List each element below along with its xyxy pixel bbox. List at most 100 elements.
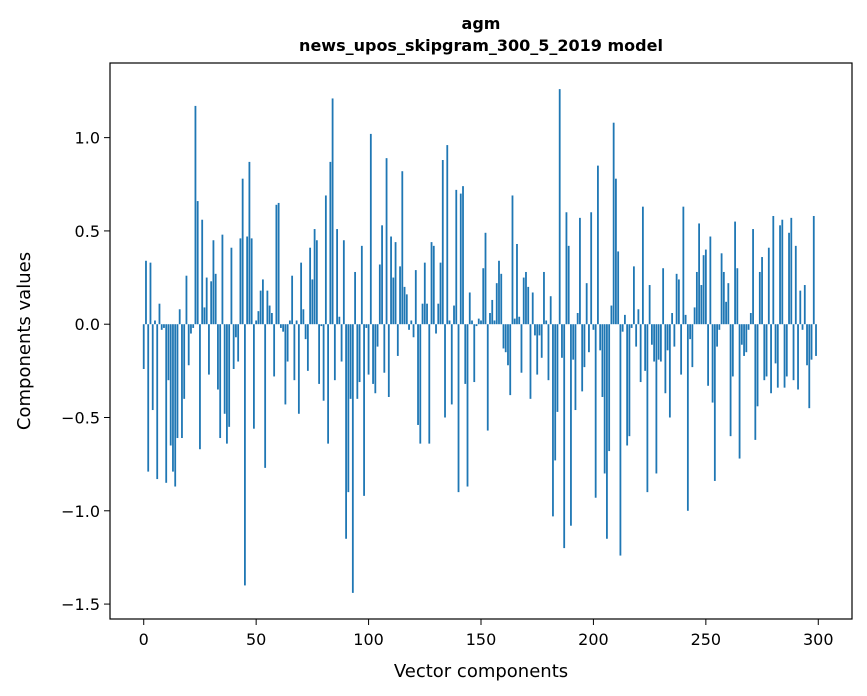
bar-component-90 — [345, 324, 347, 539]
bar-component-141 — [459, 193, 462, 325]
bar-component-209 — [612, 122, 615, 325]
bar-component-93 — [351, 324, 354, 593]
bar-component-82 — [327, 324, 329, 444]
bar-component-162 — [507, 324, 509, 366]
bar-component-32 — [214, 273, 217, 325]
bar-component-51 — [257, 311, 260, 325]
bar-component-133 — [441, 160, 444, 325]
bar-component-223 — [644, 324, 647, 371]
bar-component-255 — [716, 324, 718, 347]
bar-component-150 — [480, 320, 482, 325]
bar-component-67 — [293, 324, 296, 381]
bar-component-161 — [504, 324, 507, 353]
bar-component-125 — [423, 262, 426, 325]
bar-component-5 — [154, 320, 156, 325]
bar-component-164 — [511, 195, 514, 325]
bar-component-254 — [713, 324, 716, 481]
bar-component-98 — [363, 324, 365, 496]
bar-component-79 — [320, 324, 323, 327]
bar-component-64 — [286, 324, 289, 362]
bar-component-65 — [288, 320, 291, 325]
bar-component-174 — [534, 324, 536, 336]
bar-component-52 — [259, 290, 262, 325]
bar-component-144 — [466, 324, 469, 487]
bar-component-228 — [655, 324, 658, 474]
bar-component-31 — [212, 240, 215, 325]
bar-component-297 — [810, 324, 813, 360]
bar-component-73 — [306, 324, 309, 371]
bar-component-274 — [758, 271, 761, 325]
bar-component-21 — [190, 324, 192, 334]
bar-component-8 — [160, 324, 163, 330]
bar-component-249 — [702, 255, 705, 325]
bar-component-237 — [675, 273, 678, 325]
bar-component-142 — [462, 186, 464, 325]
bar-component-224 — [646, 324, 649, 493]
bar-component-185 — [558, 89, 561, 325]
bar-component-272 — [754, 324, 757, 440]
bar-component-271 — [752, 229, 754, 325]
bar-component-138 — [453, 305, 455, 325]
bar-component-207 — [608, 324, 611, 452]
bar-component-104 — [376, 324, 379, 347]
bar-component-177 — [540, 324, 543, 358]
bar-component-120 — [412, 324, 415, 338]
bar-component-167 — [518, 316, 521, 325]
bar-component-234 — [668, 324, 671, 418]
bar-component-27 — [203, 307, 206, 325]
bar-component-26 — [201, 219, 204, 325]
bar-component-163 — [509, 324, 512, 396]
bar-component-124 — [421, 303, 424, 325]
bar-component-279 — [770, 324, 772, 394]
bar-component-42 — [237, 324, 240, 362]
bar-component-232 — [664, 324, 667, 394]
bar-component-148 — [475, 324, 478, 327]
bar-component-193 — [576, 313, 579, 325]
bar-component-88 — [340, 324, 343, 362]
bar-component-157 — [495, 283, 498, 325]
bar-component-55 — [266, 290, 269, 325]
y-axis-ticks: −1.5 −1.0 −0.5 0.0 0.5 1.0 — [61, 129, 110, 614]
bar-component-151 — [482, 268, 485, 325]
bar-component-38 — [228, 324, 231, 427]
bar-component-182 — [552, 324, 554, 517]
bar-component-200 — [592, 324, 595, 330]
bar-component-198 — [588, 324, 590, 353]
chart-title: agm — [462, 14, 501, 33]
bar-component-192 — [574, 324, 577, 411]
bar-component-127 — [428, 324, 431, 444]
bar-component-280 — [772, 215, 775, 325]
bar-component-299 — [815, 324, 817, 356]
bar-component-212 — [619, 324, 622, 556]
bar-component-244 — [691, 324, 694, 368]
bar-component-219 — [635, 324, 638, 347]
bar-component-72 — [304, 324, 307, 340]
bar-component-152 — [484, 232, 487, 325]
bar-component-243 — [689, 324, 692, 340]
bar-component-267 — [743, 324, 745, 356]
bar-component-108 — [385, 158, 388, 325]
bar-component-101 — [369, 133, 372, 325]
bar-component-208 — [610, 305, 613, 325]
bar-component-43 — [239, 238, 242, 325]
bar-component-131 — [437, 303, 440, 325]
bar-component-48 — [250, 238, 253, 325]
bar-component-105 — [378, 264, 381, 325]
y-axis-label: Components values — [14, 252, 35, 430]
bar-component-294 — [803, 285, 806, 325]
bar-component-172 — [529, 324, 532, 399]
bar-component-53 — [262, 279, 264, 325]
bar-component-36 — [223, 324, 226, 414]
bar-component-166 — [516, 243, 518, 325]
bar-component-289 — [792, 324, 795, 381]
bar-component-40 — [232, 324, 235, 369]
bar-component-136 — [448, 320, 451, 325]
x-tick-label: 50 — [246, 630, 266, 649]
bar-component-202 — [597, 165, 599, 325]
bar-component-99 — [365, 324, 368, 328]
bar-component-9 — [163, 324, 165, 328]
bar-component-250 — [704, 249, 707, 325]
bar-component-63 — [284, 324, 287, 405]
bar-component-17 — [181, 324, 183, 439]
bar-component-95 — [356, 324, 359, 399]
